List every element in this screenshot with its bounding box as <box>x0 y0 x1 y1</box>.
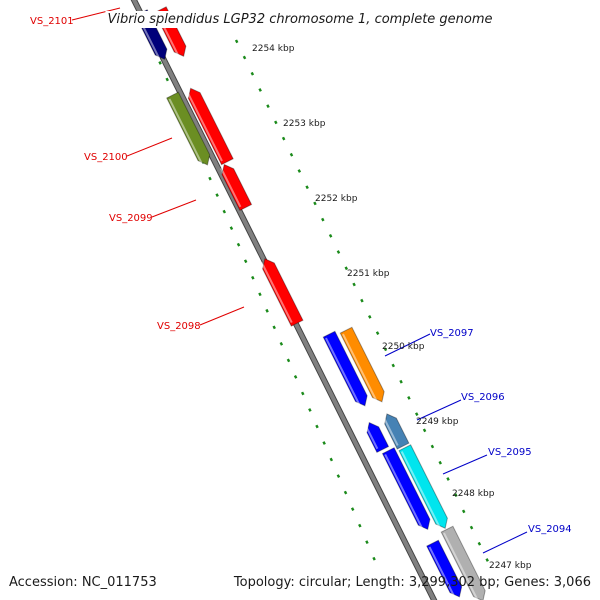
leader-vs-2095 <box>442 454 488 475</box>
tick-label-2254: 2254 kbp <box>252 44 295 54</box>
topology-summary: Topology: circular; Length: 3,299,302 bp… <box>233 575 591 590</box>
gene-vs-2095-cyan <box>398 444 448 529</box>
leader-vs-2094 <box>482 531 528 554</box>
gene-vs-2098-red <box>260 258 304 327</box>
gene-vs-2096-steel <box>382 413 410 450</box>
gene-label-vs-2096[interactable]: VS_2096 <box>461 392 505 403</box>
gene-label-vs-2099[interactable]: VS_2099 <box>109 213 153 224</box>
gene-label-vs-2098[interactable]: VS_2098 <box>157 321 201 332</box>
leader-vs-2098 <box>199 306 245 326</box>
leader-vs-2099 <box>151 199 197 218</box>
gene-vs-2094-blue <box>426 539 463 598</box>
tick-label-2249: 2249 kbp <box>416 417 459 427</box>
gene-vs-2100-red <box>186 87 234 166</box>
leader-vs-2100 <box>126 137 173 157</box>
gene-label-vs-2100[interactable]: VS_2100 <box>84 152 128 163</box>
map-title: Vibrio splendidus LGP32 chromosome 1, co… <box>107 12 492 27</box>
accession-label: Accession: NC_011753 <box>9 575 157 590</box>
tick-label-2250: 2250 kbp <box>382 342 425 352</box>
title-background <box>105 11 495 28</box>
gene-vs-2095-blue <box>381 447 431 531</box>
gene-label-vs-2097[interactable]: VS_2097 <box>430 328 474 339</box>
gene-vs-2097-blue <box>322 330 368 407</box>
tick-label-2252: 2252 kbp <box>315 194 358 204</box>
gene-features <box>134 6 486 600</box>
leader-vs-2096 <box>416 399 462 421</box>
gene-label-vs-2101[interactable]: VS_2101 <box>30 16 74 27</box>
dot-track-outer <box>234 39 489 562</box>
tick-label-2253: 2253 kbp <box>283 119 326 129</box>
leader-vs-2097 <box>384 333 431 357</box>
gene-vs-2099-red <box>220 163 253 212</box>
gene-vs-2097-orange <box>339 326 385 403</box>
tick-label-2251: 2251 kbp <box>347 269 390 279</box>
tick-label-2248: 2248 kbp <box>452 489 495 499</box>
gene-label-vs-2095[interactable]: VS_2095 <box>488 447 532 458</box>
leader-vs-2101 <box>71 7 121 21</box>
gene-vs-2096-blue <box>365 421 390 453</box>
tick-label-2247: 2247 kbp <box>489 561 532 571</box>
gene-label-vs-2094[interactable]: VS_2094 <box>528 524 572 535</box>
gene-vs-2094-grey <box>440 525 486 600</box>
gene-vs-2100-olive <box>166 91 211 166</box>
